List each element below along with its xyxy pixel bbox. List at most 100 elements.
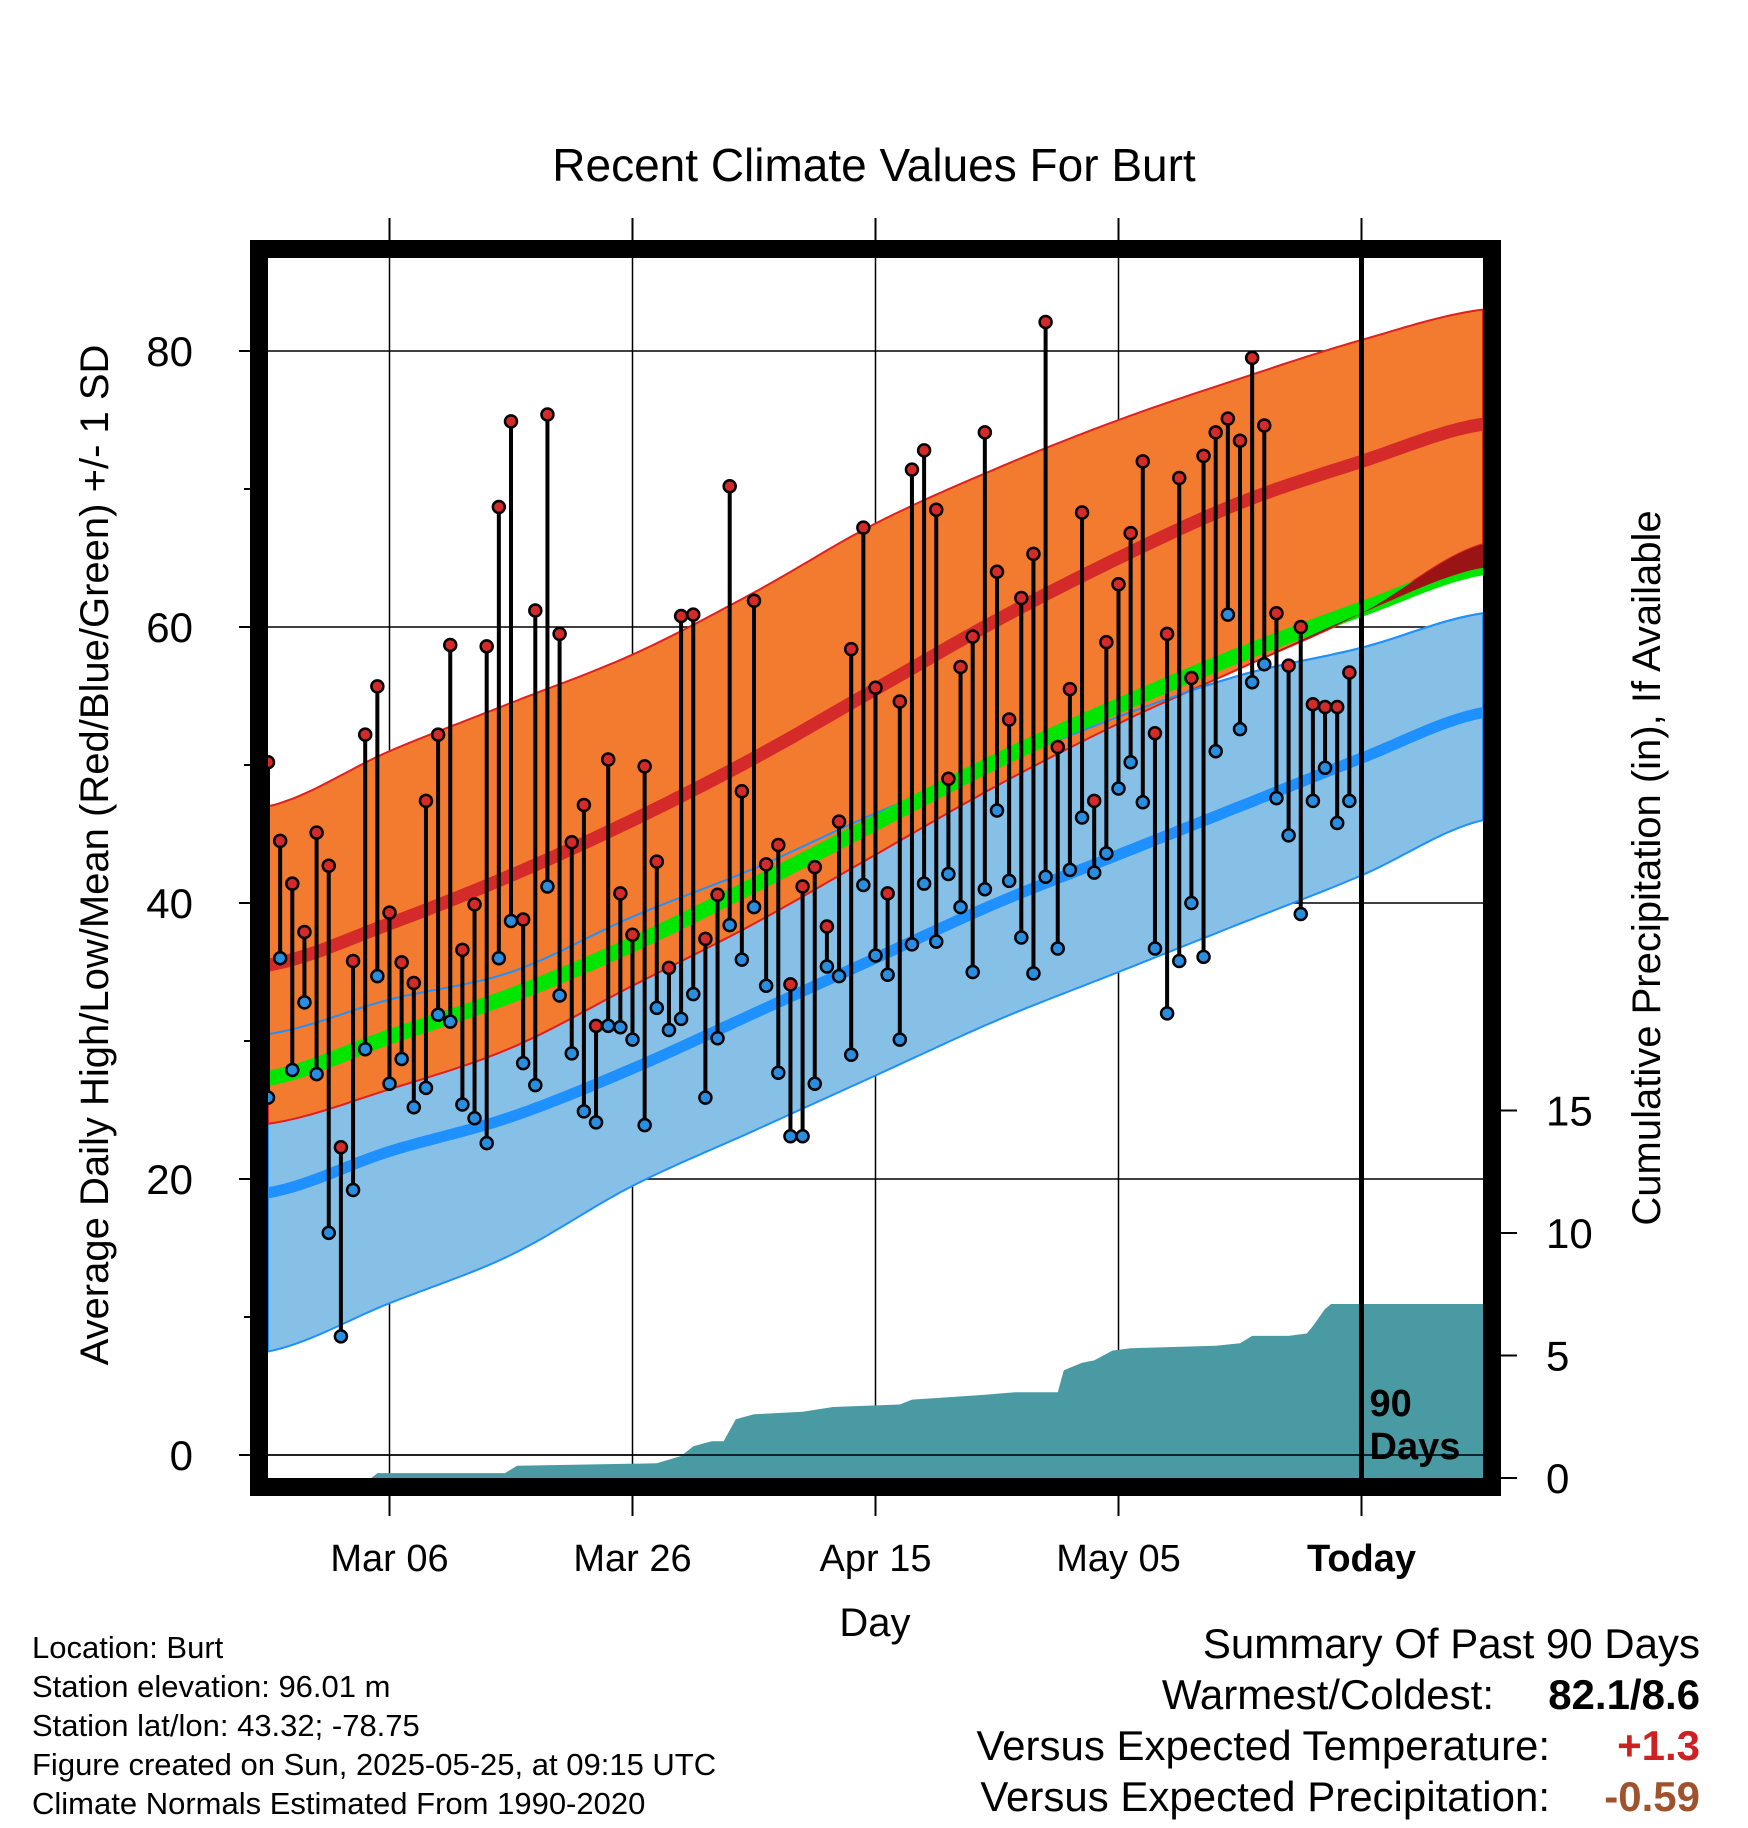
y-axis-left: 0 20 40 60 80 [146,328,259,1479]
daily-low-point-14 [430,1007,446,1023]
daily-low-point-39 [734,952,750,967]
daily-high-point-13 [418,793,434,809]
daily-low-point-24 [552,988,567,1003]
daily-high-low-points [260,314,1357,1344]
daily-high-point-2 [285,876,300,891]
daily-high-point-76 [1184,670,1199,686]
daily-low-point-8 [357,1042,373,1057]
daily-high-point-4 [309,825,324,840]
daily-high-point-55 [929,502,944,517]
daily-high-point-9 [370,679,385,694]
daily-high-point-54 [916,443,932,458]
daily-low-point-38 [722,917,737,933]
y-axis-label: Average Daily High/Low/Mean (Red/Blue/Gr… [73,345,117,1366]
daily-low-point-58 [965,964,980,980]
daily-high-point-39 [734,783,750,799]
daily-high-point-1 [272,833,288,849]
elevation-text: Station elevation: 96.01 m [32,1669,391,1704]
daily-low-point-64 [1038,869,1053,885]
daily-high-point-72 [1135,454,1151,469]
x-tick-label-50: Apr 15 [820,1538,932,1580]
daily-high-point-34 [673,608,689,624]
x-axis-label: Day [839,1601,910,1645]
daily-low-point-50 [868,948,883,963]
daily-high-point-56 [941,771,956,787]
daily-low-point-11 [394,1051,409,1067]
precip-row: Versus Expected Precipitation: -0.59 [976,1771,1700,1822]
daily-low-point-84 [1281,828,1296,843]
daily-high-point-26 [576,797,592,813]
daily-high-point-66 [1062,681,1078,697]
daily-low-point-89 [1342,793,1357,809]
daily-high-point-24 [552,626,567,642]
daily-low-point-68 [1086,865,1102,880]
daily-low-point-10 [382,1076,397,1092]
daily-low-point-76 [1184,895,1199,911]
daily-low-point-71 [1123,754,1138,770]
y-tick-label-40: 40 [146,880,193,927]
daily-low-point-83 [1269,790,1284,806]
daily-high-point-32 [649,854,665,869]
daily-low-point-28 [600,1018,616,1034]
daily-high-point-82 [1257,418,1272,433]
daily-low-point-88 [1329,815,1345,831]
daily-high-point-27 [588,1018,604,1034]
daily-low-point-19 [491,950,507,966]
daily-low-point-47 [831,968,847,984]
daily-high-point-36 [698,931,713,947]
daily-low-point-73 [1147,941,1163,956]
daily-high-point-75 [1172,470,1187,486]
daily-low-point-69 [1099,846,1114,861]
plot-frame [250,240,1501,1496]
daily-low-point-23 [540,879,555,894]
daily-low-point-45 [807,1076,822,1092]
daily-high-point-25 [564,835,579,850]
x-axis: Mar 06 Mar 26 Apr 15 May 05 Today [330,218,1416,1580]
chart-title: Recent Climate Values For Burt [552,139,1196,191]
y-tick-label-60: 60 [146,604,193,651]
daily-high-point-11 [394,955,409,970]
daily-low-point-67 [1074,810,1090,825]
daily-high-point-41 [758,857,774,872]
daily-low-point-59 [977,881,993,897]
daily-low-point-65 [1050,941,1065,956]
daily-high-point-77 [1196,448,1211,464]
daily-high-point-87 [1317,699,1333,715]
location-text: Location: Burt [32,1630,224,1665]
daily-low-point-35 [686,986,701,1002]
daily-high-point-57 [953,659,968,675]
daily-low-point-1 [272,950,288,966]
daily-high-point-59 [977,425,993,440]
daily-high-point-43 [783,977,798,992]
daily-low-point-22 [528,1077,543,1093]
x-tick-label-90: Today [1307,1538,1416,1580]
daily-low-point-29 [613,1019,628,1035]
daily-high-point-33 [661,960,677,976]
daily-high-point-48 [843,641,859,657]
daily-high-point-20 [503,414,519,429]
daily-high-point-60 [989,564,1005,580]
daily-high-point-18 [479,639,494,654]
warmest-value: 82.1/8.6 [1548,1671,1700,1718]
station-info: Location: Burt Station elevation: 96.01 … [32,1628,716,1823]
daily-low-point-30 [625,1032,640,1047]
precip-value: -0.59 [1604,1773,1700,1820]
daily-low-point-62 [1014,930,1029,945]
daily-high-point-61 [1001,712,1017,727]
daily-high-point-88 [1329,699,1345,715]
daily-high-point-35 [686,607,701,622]
daily-low-point-81 [1244,674,1260,690]
daily-high-point-69 [1099,634,1114,650]
daily-low-point-82 [1257,657,1272,672]
daily-high-point-62 [1014,590,1029,606]
daily-high-point-15 [443,637,458,653]
today-days-label-line1: 90 [1370,1383,1412,1425]
daily-low-point-13 [418,1080,434,1096]
precipitation-area [268,1304,1483,1478]
daily-high-point-78 [1208,425,1223,440]
daily-high-point-38 [722,478,737,494]
daily-low-point-63 [1026,966,1041,981]
y2-axis-label: Cumulative Precipitation (in), If Availa… [1625,510,1669,1225]
daily-low-point-16 [455,1097,470,1112]
daily-low-point-7 [345,1182,361,1198]
